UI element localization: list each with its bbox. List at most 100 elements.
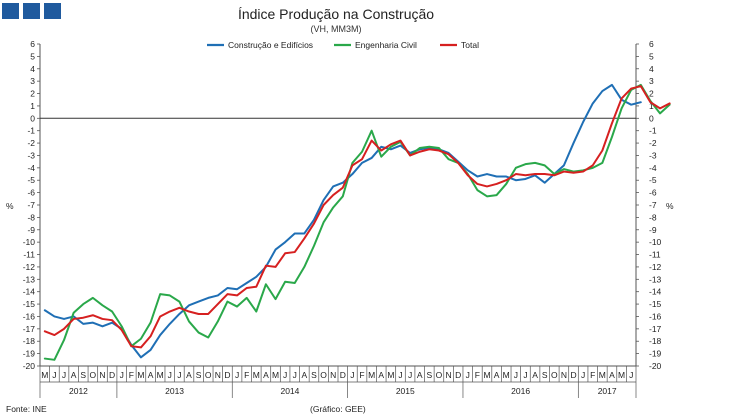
x-tick-label-month: F (129, 370, 134, 380)
y-tick-label-left: -8 (27, 212, 35, 222)
x-tick-label-month: J (168, 370, 172, 380)
y-tick-label-left: -15 (23, 299, 36, 309)
x-tick-label-month: A (532, 370, 538, 380)
x-tick-label-month: J (62, 370, 66, 380)
x-tick-label-month: J (177, 370, 181, 380)
series-lines (43, 83, 671, 361)
y-tick-label-left: -18 (23, 336, 36, 346)
x-tick-label-month: M (503, 370, 510, 380)
x-tick-label-month: J (235, 370, 239, 380)
y-tick-label-left: 0 (30, 113, 35, 123)
x-tick-label-month: O (205, 370, 212, 380)
x-tick-label-month: S (196, 370, 202, 380)
y-tick-label-left: 4 (30, 64, 35, 74)
x-tick-label-month: S (311, 370, 317, 380)
y-tick-label-left: -20 (23, 361, 36, 371)
y-tick-label-right: -7 (649, 200, 657, 210)
x-tick-label-month: J (350, 370, 354, 380)
x-tick-label-month: M (41, 370, 48, 380)
x-tick-label-month: F (359, 370, 364, 380)
x-tick-label-month: M (483, 370, 490, 380)
x-tick-label-month: J (466, 370, 470, 380)
x-tick-label-month: A (609, 370, 615, 380)
x-tick-label-year: 2017 (598, 386, 617, 396)
y-tick-label-left: 1 (30, 101, 35, 111)
x-tick-label-month: M (599, 370, 606, 380)
y-tick-label-right: 3 (649, 76, 654, 86)
x-tick-label-month: N (99, 370, 105, 380)
y-tick-label-left: -12 (23, 262, 36, 272)
axes: 6 6 5 5 4 4 3 3 2 2 1 1 0 0 -1 -1 -2 -2 -3 -3 -4 -4 -5 -5 -6 -6 -7… (23, 39, 662, 398)
y-tick-label-right: 6 (649, 39, 654, 49)
y-tick-label-left: -6 (27, 188, 35, 198)
x-tick-label-month: J (52, 370, 56, 380)
x-tick-label-month: D (109, 370, 115, 380)
x-tick-label-month: N (215, 370, 221, 380)
y-tick-label-left: 2 (30, 89, 35, 99)
y-tick-label-right: 1 (649, 101, 654, 111)
x-tick-label-month: N (445, 370, 451, 380)
x-tick-label-month: J (514, 370, 518, 380)
y-tick-label-left: 3 (30, 76, 35, 86)
y-tick-label-right: -6 (649, 188, 657, 198)
x-tick-label-month: J (581, 370, 585, 380)
x-tick-label-month: D (570, 370, 576, 380)
legend: Construção e Edifícios Engenharia Civil To… (207, 40, 479, 50)
x-tick-label-month: A (186, 370, 192, 380)
x-tick-label-month: A (378, 370, 384, 380)
y-tick-label-left: -11 (23, 250, 35, 260)
y-tick-label-right: -13 (649, 274, 662, 284)
y-tick-label-left: -19 (23, 349, 36, 359)
x-tick-label-month: F (590, 370, 595, 380)
x-tick-label-month: J (120, 370, 124, 380)
legend-label: Construção e Edifícios (228, 40, 313, 50)
legend-label: Engenharia Civil (355, 40, 417, 50)
y-tick-label-right: 5 (649, 51, 654, 61)
x-tick-label-month: A (71, 370, 77, 380)
x-tick-label-month: N (330, 370, 336, 380)
y-tick-label-right: -2 (649, 138, 657, 148)
x-tick-label-month: M (272, 370, 279, 380)
y-tick-label-right: -14 (649, 287, 662, 297)
x-tick-label-month: M (618, 370, 625, 380)
series-line-engenharia-civil (43, 83, 671, 361)
legend-label: Total (461, 40, 479, 50)
logo-square-3 (44, 3, 61, 19)
x-tick-label-year: 2012 (69, 386, 88, 396)
x-tick-label-month: A (494, 370, 500, 380)
x-tick-label-year: 2016 (511, 386, 530, 396)
y-axis-label-right: % (666, 201, 674, 211)
x-tick-label-month: D (224, 370, 230, 380)
x-tick-label-month: A (302, 370, 308, 380)
y-tick-label-right: -12 (649, 262, 662, 272)
logo-square-1 (2, 3, 19, 19)
y-tick-label-right: -17 (649, 324, 662, 334)
chart-subtitle: (VH, MM3M) (311, 24, 362, 34)
logo-square-2 (23, 3, 40, 19)
x-tick-label-month: F (244, 370, 249, 380)
x-tick-label-month: O (320, 370, 327, 380)
y-tick-label-left: 5 (30, 51, 35, 61)
x-tick-label-month: O (90, 370, 97, 380)
y-tick-label-right: -3 (649, 150, 657, 160)
y-tick-label-right: -16 (649, 311, 662, 321)
y-tick-label-left: -7 (27, 200, 35, 210)
footer-source: Fonte: INE (6, 404, 47, 414)
x-tick-label-month: D (340, 370, 346, 380)
y-tick-label-left: -2 (27, 138, 35, 148)
series-line-constru-o-e-edif-cios (43, 83, 642, 359)
y-tick-label-left: -4 (27, 163, 35, 173)
y-axis-label-left: % (6, 201, 14, 211)
x-tick-label-month: A (263, 370, 269, 380)
y-tick-label-right: -5 (649, 175, 657, 185)
x-tick-label-month: S (542, 370, 548, 380)
y-tick-label-right: -1 (649, 126, 657, 136)
x-tick-label-month: M (253, 370, 260, 380)
y-tick-label-right: -9 (649, 225, 657, 235)
x-tick-label-year: 2013 (165, 386, 184, 396)
x-tick-label-year: 2015 (396, 386, 415, 396)
y-tick-label-right: -10 (649, 237, 662, 247)
series-line-total (43, 85, 671, 349)
y-tick-label-left: -17 (23, 324, 36, 334)
